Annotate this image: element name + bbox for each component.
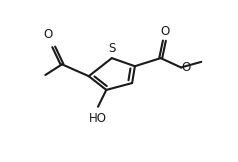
Text: O: O [44,28,53,41]
Text: O: O [181,61,191,74]
Text: O: O [161,24,170,38]
Text: HO: HO [89,112,107,125]
Text: S: S [108,42,115,55]
